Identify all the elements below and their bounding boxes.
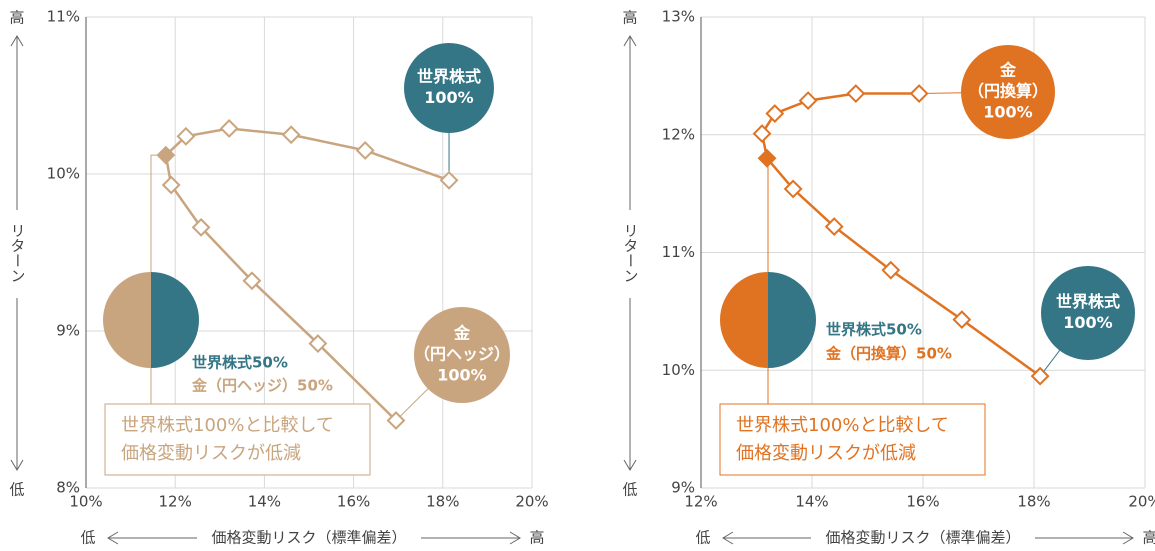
pie-half [768, 272, 816, 368]
y-tick-label: 10% [47, 165, 80, 183]
y-arrow [10, 298, 24, 471]
point [439, 170, 459, 190]
bubble-label: 金 [999, 61, 1017, 80]
x-tick-label: 20% [515, 493, 548, 511]
point [1030, 366, 1050, 386]
mix-label: 金（円換算）50% [825, 345, 952, 363]
point [952, 310, 972, 330]
y-axis-low: 低 [9, 481, 24, 499]
point [242, 271, 262, 291]
callout-text: 価格変動リスクが低減 [736, 443, 916, 464]
x-axis-low: 低 [80, 529, 95, 547]
mix-label: 金（円ヘッジ）50% [191, 377, 333, 395]
y-tick-label: 13% [662, 8, 695, 26]
bubble-label: （円換算） [968, 82, 1048, 101]
point [783, 179, 803, 199]
x-tick-label: 14% [795, 493, 828, 511]
x-tick-label: 18% [426, 493, 459, 511]
pie-half [151, 272, 199, 368]
bubble-label: 100% [437, 366, 486, 385]
bubble [414, 307, 510, 403]
point [798, 91, 818, 111]
callout-box [719, 403, 986, 476]
bubble-label: 100% [424, 88, 473, 107]
x-tick-label: 18% [1017, 493, 1050, 511]
callout-box [104, 403, 371, 476]
bubble-label: 世界株式 [1056, 292, 1120, 311]
y-axis-title: リターン [9, 223, 27, 283]
mix-label: 世界株式50% [826, 321, 922, 339]
x-axis-title: 価格変動リスク（標準偏差） [825, 529, 1020, 547]
y-arrow [623, 35, 637, 210]
y-tick-label: 11% [47, 8, 80, 26]
mix-label: 世界株式50% [192, 354, 288, 372]
y-axis-high: 高 [9, 9, 24, 27]
x-tick-label: 12% [159, 493, 192, 511]
point [757, 148, 777, 168]
x-tick-label: 16% [906, 493, 939, 511]
point [765, 104, 785, 123]
x-tick-label: 20% [1128, 493, 1155, 511]
point [846, 84, 866, 103]
x-axis-title: 価格変動リスク（標準偏差） [211, 529, 406, 547]
y-tick-label: 9% [56, 322, 80, 340]
bubble [1041, 266, 1135, 360]
callout-text: 世界株式100%と比較して [121, 415, 334, 436]
x-arrow [107, 531, 197, 545]
point [156, 145, 176, 165]
y-arrow [623, 298, 637, 471]
point [386, 411, 406, 430]
point [308, 334, 328, 353]
point [176, 126, 196, 146]
pie-half [103, 272, 151, 368]
point [281, 125, 301, 145]
point [824, 217, 844, 237]
callout-text: 価格変動リスクが低減 [121, 443, 301, 464]
bubble [961, 45, 1055, 139]
x-axis-high: 高 [529, 529, 544, 547]
pie-half [720, 272, 768, 368]
x-tick-label: 10% [69, 493, 102, 511]
bubble-label: 100% [983, 103, 1032, 122]
y-axis-title: リターン [622, 223, 640, 283]
x-arrow [722, 531, 811, 545]
y-tick-label: 11% [662, 243, 695, 261]
bubble [404, 43, 494, 133]
y-tick-label: 8% [56, 479, 80, 497]
bubble-label: 金 [453, 324, 471, 343]
point [219, 119, 239, 138]
bubble-label: 世界株式 [417, 67, 481, 86]
point [881, 260, 901, 280]
x-axis-low: 低 [695, 529, 710, 547]
point [355, 141, 375, 160]
x-tick-label: 14% [248, 493, 281, 511]
y-tick-label: 10% [662, 361, 695, 379]
y-tick-label: 9% [671, 479, 695, 497]
callout-text: 世界株式100%と比較して [736, 415, 949, 436]
x-tick-label: 12% [684, 493, 717, 511]
bubble-label: 100% [1063, 313, 1112, 332]
y-tick-label: 12% [662, 125, 695, 143]
bubble-label: （円ヘッジ） [414, 345, 510, 364]
y-axis-low: 低 [622, 481, 637, 499]
y-arrow [10, 35, 24, 210]
x-tick-label: 16% [337, 493, 370, 511]
point [191, 217, 211, 237]
y-axis-high: 高 [622, 9, 637, 27]
point [752, 124, 772, 143]
x-arrow [1035, 531, 1134, 545]
x-axis-high: 高 [1142, 529, 1155, 547]
point [161, 175, 181, 195]
x-arrow [421, 531, 521, 545]
point [909, 84, 929, 103]
